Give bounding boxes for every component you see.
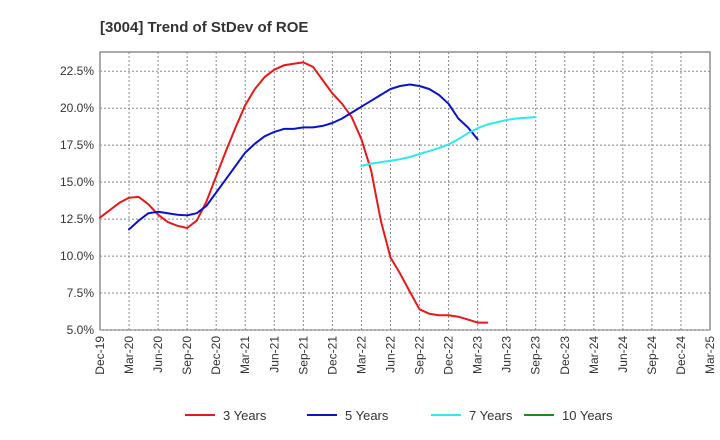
x-tick-label: Mar-21 [238,336,252,374]
x-tick-label: Sep-23 [529,336,543,375]
x-tick-label: Mar-23 [471,336,485,374]
legend-label: 3 Years [223,408,267,423]
x-tick-label: Mar-24 [587,336,601,374]
y-tick-label: 7.5% [67,286,95,300]
y-tick-label: 10.0% [60,249,94,263]
series-line-3-years [99,61,489,324]
x-tick-label: Jun-24 [616,336,630,373]
legend-label: 10 Years [562,408,613,423]
series-lines [99,61,537,324]
legend-label: 7 Years [469,408,513,423]
x-tick-label: Mar-22 [354,336,368,374]
x-axis-tick-labels: Dec-19 Mar-20 Jun-20 Sep-20 Dec-20 Mar-21 Jun-… [93,336,717,375]
y-tick-label: 5.0% [67,323,95,337]
legend: 3 Years 5 Years 7 Years 10 Years [185,408,613,423]
x-tick-label: Mar-20 [122,336,136,374]
x-tick-label: Dec-21 [325,336,339,375]
y-tick-label: 22.5% [60,64,94,78]
series-line-5-years [128,83,479,231]
x-tick-label: Sep-24 [645,336,659,375]
y-tick-label: 15.0% [60,175,94,189]
chart-title: [3004] Trend of StDev of ROE [100,19,308,36]
y-tick-label: 17.5% [60,138,94,152]
x-tick-label: Jun-22 [383,336,397,373]
y-tick-label: 12.5% [60,212,94,226]
series-line-7-years [360,116,537,167]
x-tick-label: Jun-23 [500,336,514,373]
x-tick-label: Sep-20 [180,336,194,375]
x-tick-label: Jun-21 [267,336,281,373]
x-tick-label: Dec-24 [674,336,688,375]
x-tick-label: Sep-22 [413,336,427,375]
y-axis-tick-labels: 5.0% 7.5% 10.0% 12.5% 15.0% 17.5% 20.0% 22.5% [60,64,94,337]
x-tick-label: Dec-22 [442,336,456,375]
grid [100,52,710,331]
x-tick-label: Sep-21 [296,336,310,375]
legend-label: 5 Years [345,408,389,423]
x-tick-label: Dec-23 [558,336,572,375]
x-tick-label: Jun-20 [151,336,165,373]
y-tick-label: 20.0% [60,101,94,115]
plot-area [99,51,711,331]
x-tick-label: Dec-20 [209,336,223,375]
x-tick-label: Mar-25 [703,336,717,374]
x-tick-label: Dec-19 [93,336,107,375]
